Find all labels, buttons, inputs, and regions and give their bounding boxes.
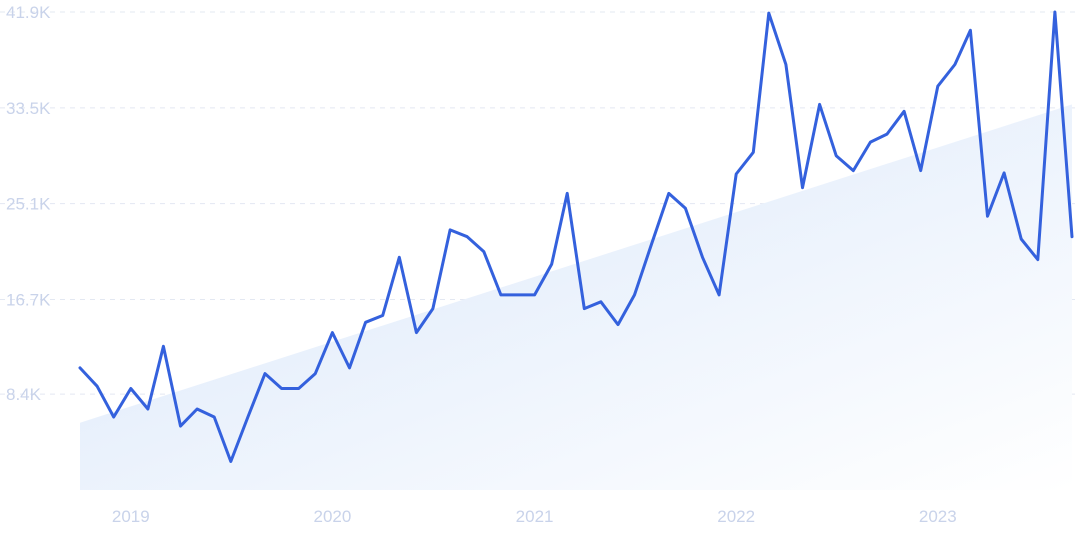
y-axis-ticks: 8.4K 16.7K 25.1K 33.5K 41.9K [6,3,51,404]
x-tick-label: 2019 [112,507,150,526]
y-tick-label: 25.1K [6,195,51,214]
series-line [78,10,1074,463]
x-tick-label: 2020 [314,507,352,526]
y-tick-label: 8.4K [6,385,42,404]
x-axis-ticks: 2019 2020 2021 2022 2023 [112,507,957,526]
y-tick-label: 16.7K [6,290,51,309]
x-tick-label: 2023 [919,507,957,526]
x-tick-label: 2021 [516,507,554,526]
x-tick-label: 2022 [717,507,755,526]
y-tick-label: 33.5K [6,99,51,118]
y-tick-label: 41.9K [6,3,51,22]
trend-area [80,104,1072,490]
